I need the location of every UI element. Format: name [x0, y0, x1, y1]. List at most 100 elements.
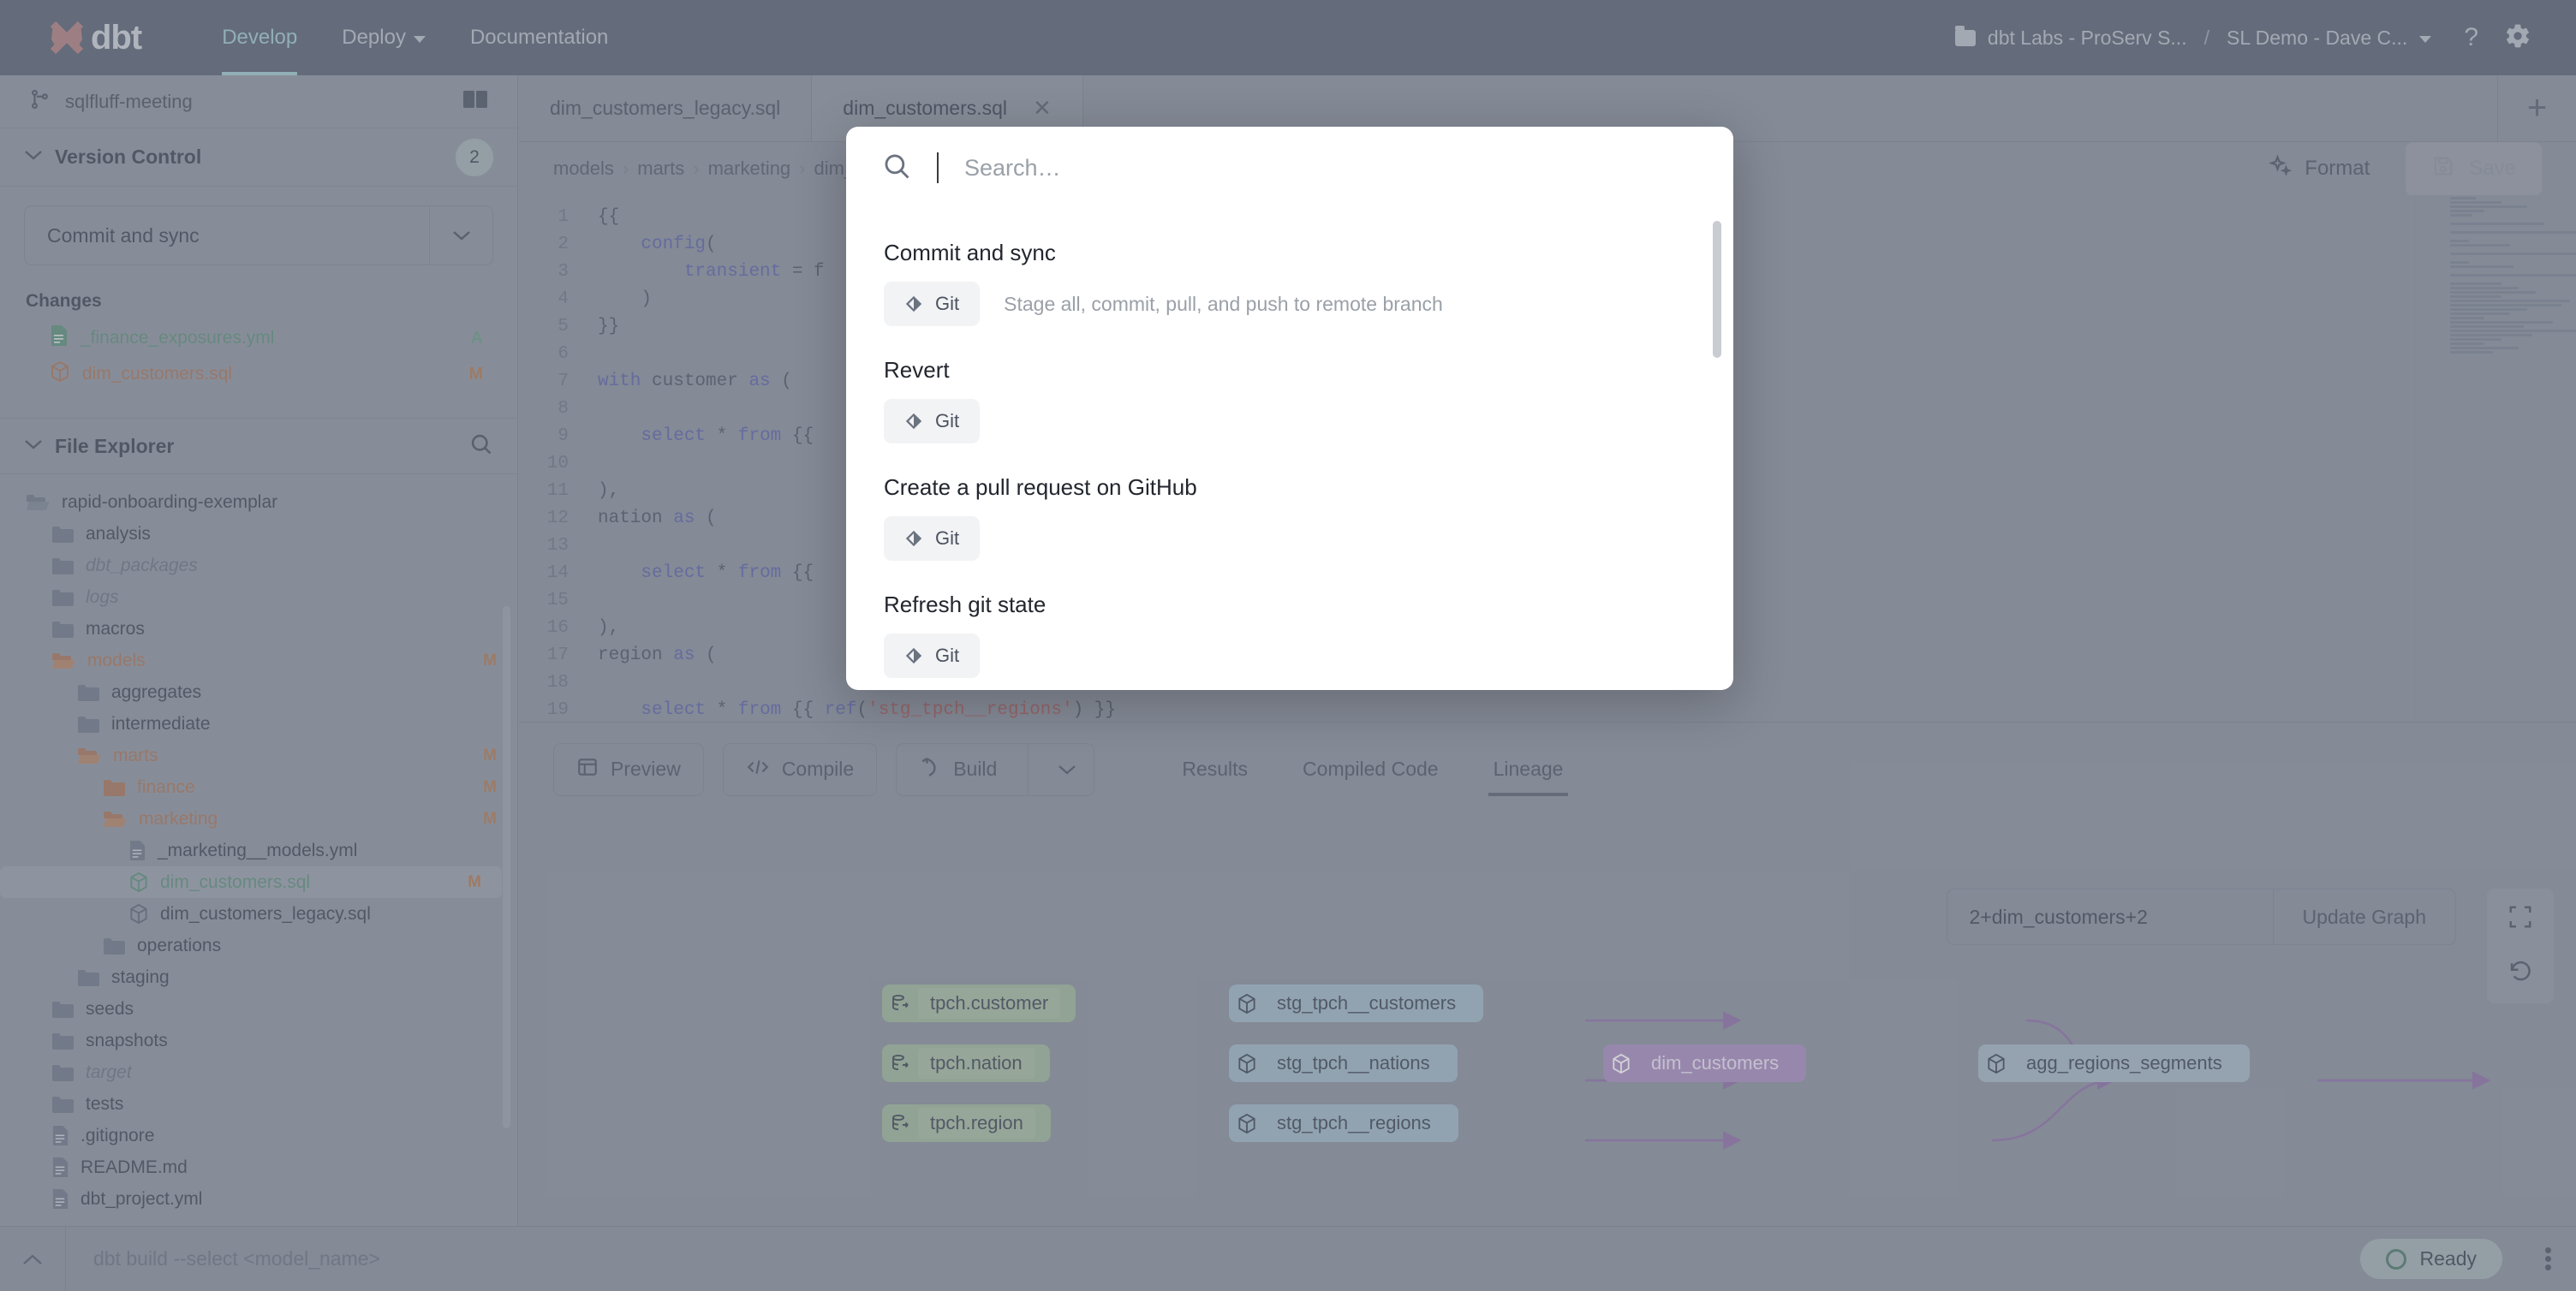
lineage-node-label: tpch.region: [918, 1108, 1035, 1139]
kebab-menu-icon[interactable]: [2519, 1245, 2576, 1273]
tree-item[interactable]: finance M: [0, 771, 517, 803]
file-explorer-header[interactable]: File Explorer: [0, 418, 517, 474]
lineage-node[interactable]: stg_tpch__nations: [1229, 1044, 1458, 1082]
tree-item[interactable]: logs: [0, 581, 517, 613]
change-item[interactable]: _finance_exposures.yml A: [24, 320, 493, 356]
compile-button[interactable]: Compile: [722, 742, 878, 796]
command-palette-search-input[interactable]: Search…: [964, 154, 1061, 181]
tree-item[interactable]: marketing M: [0, 803, 517, 835]
command-palette-results[interactable]: Commit and sync Git Stage all, commit, pul…: [846, 209, 1733, 690]
preview-button[interactable]: Preview: [553, 742, 704, 796]
reset-arrow-icon[interactable]: [2507, 958, 2533, 988]
lineage-node[interactable]: tpch.nation: [882, 1044, 1050, 1082]
tree-item[interactable]: snapshots: [0, 1025, 517, 1056]
save-button[interactable]: Save: [2406, 141, 2542, 196]
build-button[interactable]: Build: [896, 742, 1095, 796]
tree-item[interactable]: models M: [0, 645, 517, 676]
update-graph-button[interactable]: Update Graph: [2272, 889, 2455, 944]
help-icon[interactable]: ?: [2464, 23, 2478, 51]
lineage-node[interactable]: dim_customers: [1603, 1044, 1807, 1082]
tree-item[interactable]: rapid-onboarding-exemplar: [0, 486, 517, 518]
breadcrumb-segment[interactable]: marts: [637, 158, 685, 179]
editor-tab-dim-customers-legacy[interactable]: dim_customers_legacy.sql: [519, 75, 813, 141]
tree-item[interactable]: .gitignore: [0, 1120, 517, 1151]
tree-item[interactable]: target: [0, 1056, 517, 1088]
lineage-node[interactable]: stg_tpch__regions: [1229, 1104, 1458, 1142]
lineage-node[interactable]: tpch.customer: [882, 985, 1076, 1022]
account-project-breadcrumb[interactable]: dbt Labs - ProServ S... / SL Demo - Dave…: [1954, 25, 2432, 50]
command-palette-item[interactable]: Commit and sync Git Stage all, commit, pul…: [846, 240, 1733, 326]
divider: [1028, 742, 1029, 796]
fullscreen-icon[interactable]: [2507, 904, 2533, 934]
version-control-count-badge: 2: [456, 138, 493, 176]
file-tree-scrollbar[interactable]: [503, 606, 510, 1128]
minimap-line: [2450, 304, 2561, 306]
tree-item[interactable]: seeds: [0, 993, 517, 1025]
tree-item[interactable]: analysis: [0, 518, 517, 550]
circle-icon: [2385, 1248, 2406, 1270]
tree-item[interactable]: dbt_project.yml: [0, 1183, 517, 1215]
code-content[interactable]: {{ config( transient = f ) }} with custo…: [579, 195, 2576, 722]
commit-and-sync-button[interactable]: Commit and sync: [24, 205, 493, 265]
tree-item[interactable]: staging: [0, 961, 517, 993]
tree-item[interactable]: dim_customers.sql M: [0, 866, 502, 898]
tree-item[interactable]: aggregates: [0, 676, 517, 708]
breadcrumb-segment[interactable]: marketing: [707, 158, 791, 179]
format-button[interactable]: Format: [2253, 153, 2385, 184]
breadcrumb-segment[interactable]: models: [553, 158, 614, 179]
nav-item-documentation[interactable]: Documentation: [448, 0, 630, 75]
tree-item-status-flag: M: [483, 809, 497, 828]
command-palette-scrollbar[interactable]: [1713, 221, 1721, 358]
lineage-node[interactable]: tpch.region: [882, 1104, 1051, 1142]
book-icon[interactable]: [462, 89, 488, 115]
command-meta-row: Git Stage all, commit, pull, and push to …: [884, 282, 1696, 326]
command-title: Commit and sync: [884, 240, 1056, 265]
tab-results[interactable]: Results: [1154, 723, 1275, 817]
minimap-line: [2450, 291, 2536, 294]
tree-item[interactable]: _marketing__models.yml: [0, 835, 517, 866]
nav-item-deploy[interactable]: Deploy: [319, 0, 448, 75]
lineage-node[interactable]: agg_regions_segments: [1978, 1044, 2250, 1082]
command-palette-item[interactable]: Revert Git: [846, 357, 1733, 443]
change-status-flag: M: [468, 364, 483, 384]
tab-compiled-code[interactable]: Compiled Code: [1275, 723, 1466, 817]
folder-icon: [77, 683, 100, 702]
nav-item-develop[interactable]: Develop: [200, 0, 319, 75]
command-palette: Search… Commit and sync Git Stage all, com…: [846, 127, 1733, 690]
build-button-label: Build: [953, 758, 998, 780]
version-control-header[interactable]: Version Control 2: [0, 128, 517, 187]
line-number: 1: [558, 207, 569, 227]
tree-item[interactable]: intermediate: [0, 708, 517, 740]
tree-item[interactable]: README.md: [0, 1151, 517, 1183]
command-input[interactable]: dbt build --select <model_name>: [65, 1226, 2360, 1291]
command-palette-item[interactable]: Create a pull request on GitHub Git: [846, 474, 1733, 561]
code-minimap[interactable]: [2415, 195, 2576, 722]
command-palette-item[interactable]: Refresh git state Git: [846, 592, 1733, 678]
plus-icon[interactable]: +: [2497, 75, 2576, 141]
change-item[interactable]: dim_customers.sql M: [24, 356, 493, 392]
chevron-up-icon[interactable]: [0, 1252, 65, 1266]
tree-item[interactable]: macros: [0, 613, 517, 645]
lineage-node-label: tpch.nation: [918, 1048, 1035, 1079]
tree-item[interactable]: dim_customers_legacy.sql: [0, 898, 517, 930]
tree-item[interactable]: tests: [0, 1088, 517, 1120]
folder-icon: [77, 747, 102, 765]
dbt-logo[interactable]: dbt: [48, 19, 142, 57]
tree-item[interactable]: operations: [0, 930, 517, 961]
lineage-node[interactable]: stg_tpch__customers: [1229, 985, 1484, 1022]
tab-lineage[interactable]: Lineage: [1466, 723, 1591, 817]
branch-row[interactable]: sqlfluff-meeting: [0, 75, 517, 128]
tree-item-label: finance: [137, 776, 195, 797]
tree-item[interactable]: marts M: [0, 740, 517, 771]
lineage-graph[interactable]: tpch.customer tpch.nation tpch.region stg_t…: [519, 865, 2576, 1226]
search-icon[interactable]: [469, 432, 493, 461]
gear-icon[interactable]: [2504, 22, 2531, 54]
build-dropdown-chevron-down-icon[interactable]: [1041, 764, 1094, 776]
lineage-selector-input[interactable]: 2+dim_customers+2: [1969, 905, 2148, 928]
code-text: {{ config( transient = f ) }} with custo…: [598, 207, 1116, 720]
line-number: 8: [558, 399, 569, 419]
commit-options-dropdown[interactable]: [429, 206, 492, 265]
close-icon[interactable]: ✕: [1033, 95, 1052, 121]
command-palette-search-row[interactable]: Search…: [846, 127, 1733, 209]
tree-item[interactable]: dbt_packages: [0, 550, 517, 581]
